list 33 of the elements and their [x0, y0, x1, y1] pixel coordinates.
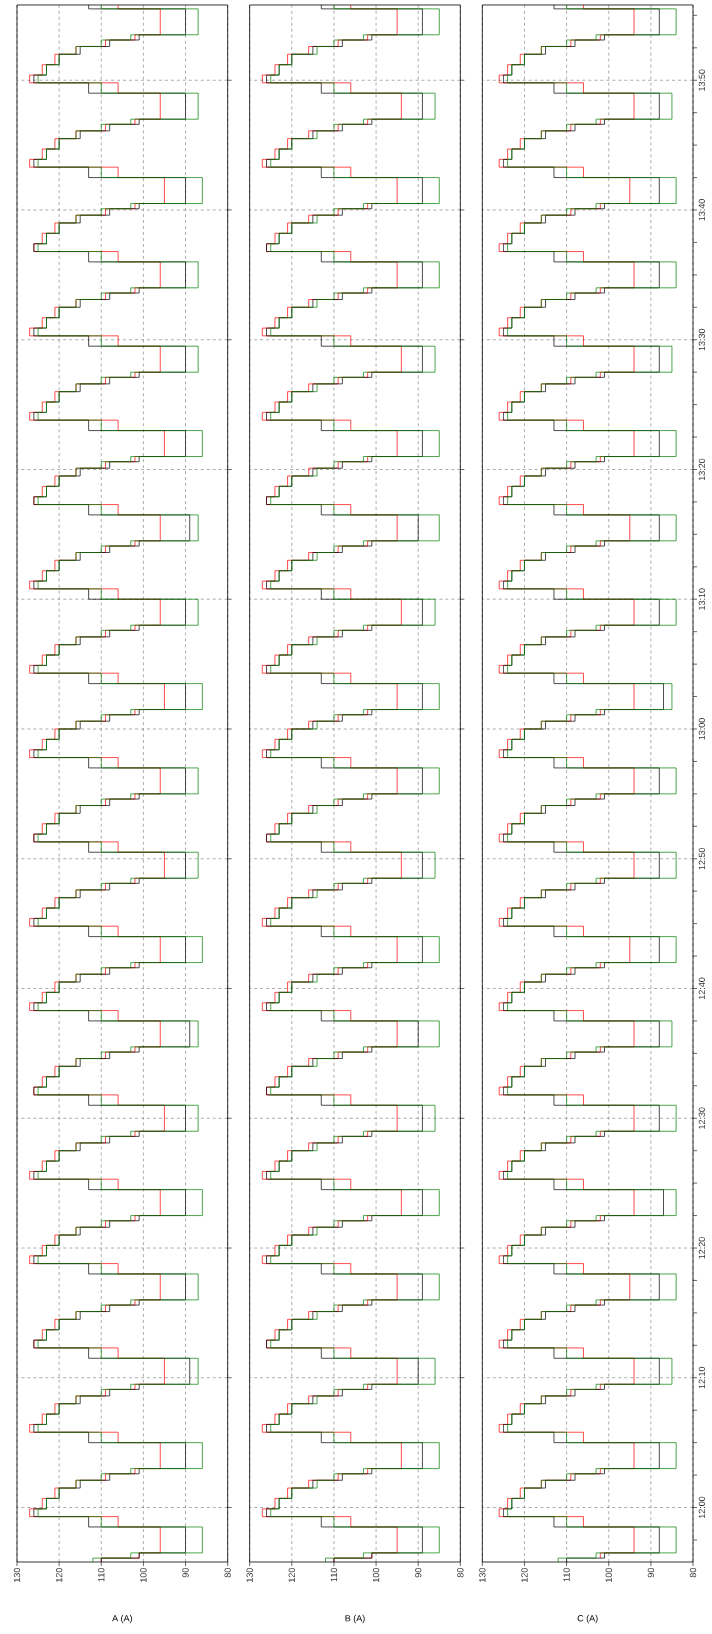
x-tick-label: 80	[224, 1568, 231, 1578]
x-tick-label: 100	[140, 1568, 147, 1582]
x-tick-label: 80	[457, 1568, 464, 1578]
y-tick-label: 12:30	[698, 1107, 706, 1129]
y-tick-label: 12:20	[698, 1237, 706, 1259]
x-tick-label: 100	[372, 1568, 380, 1582]
y-tick-label: 12:40	[698, 977, 706, 999]
x-tick-label: 110	[330, 1568, 338, 1582]
y-tick-label: 12:50	[698, 847, 706, 870]
x-tick-label: 80	[689, 1568, 697, 1578]
x-tick-label: 120	[521, 1568, 528, 1582]
x-tick-label: 130	[479, 1568, 486, 1582]
y-tick-label: 13:40	[698, 199, 706, 221]
y-tick-label: 13:30	[698, 328, 706, 351]
y-tick-label: 12:10	[698, 1366, 706, 1389]
x-tick-label: 90	[182, 1568, 189, 1578]
x-axis-title: C (A)	[577, 1614, 598, 1624]
x-tick-label: 110	[98, 1568, 105, 1582]
x-tick-label: 110	[563, 1568, 570, 1582]
x-tick-label: 120	[288, 1568, 295, 1582]
y-tick-label: 13:10	[698, 588, 706, 610]
y-tick-label: 13:00	[698, 718, 706, 740]
x-tick-label: 100	[605, 1568, 612, 1582]
x-tick-label: 130	[13, 1568, 21, 1582]
x-tick-label: 130	[246, 1568, 253, 1582]
y-tick-label: 13:20	[698, 458, 706, 481]
x-tick-label: 90	[415, 1568, 422, 1578]
y-tick-label: 12:00	[698, 1496, 706, 1519]
y-tick-label: 13:50	[698, 69, 706, 91]
x-axis-title: B (A)	[345, 1614, 365, 1624]
x-axis-title: A (A)	[112, 1614, 132, 1624]
x-tick-label: 120	[55, 1568, 63, 1582]
x-tick-label: 90	[647, 1568, 655, 1578]
